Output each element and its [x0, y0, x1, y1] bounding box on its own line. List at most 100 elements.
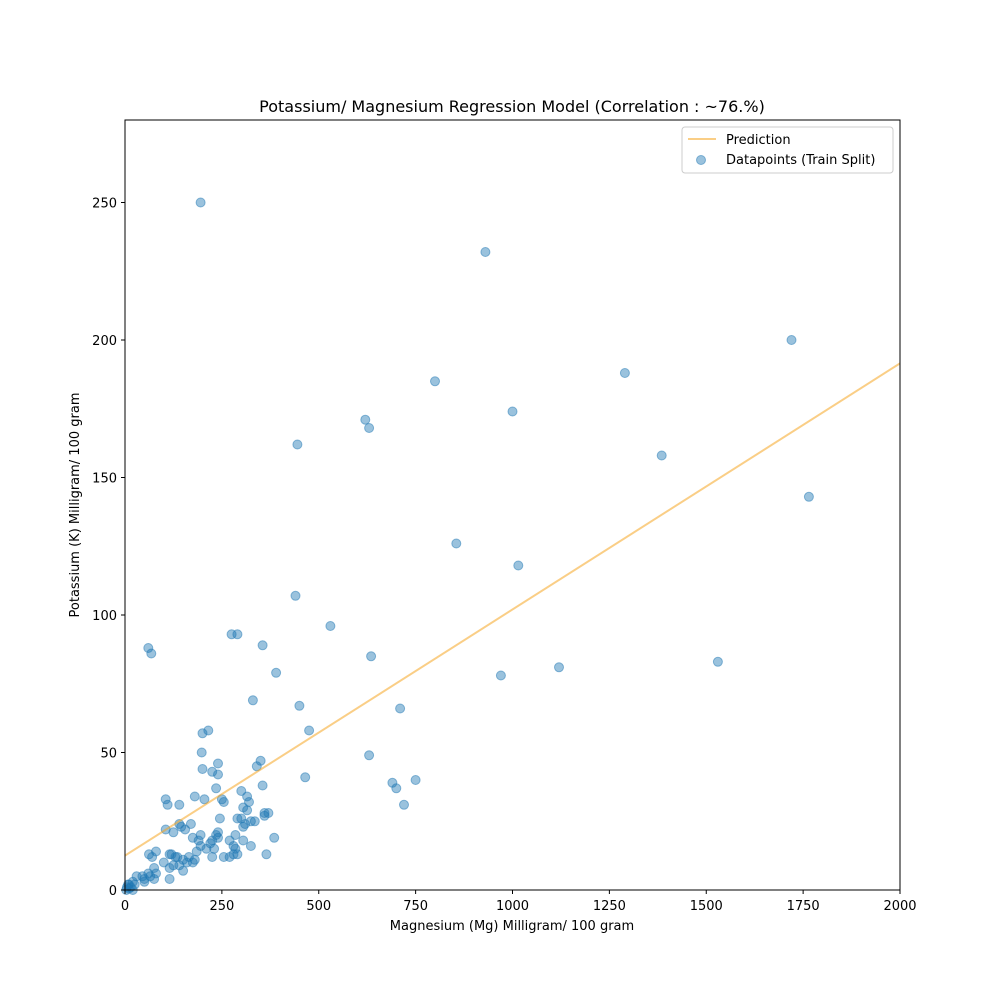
data-point: [360, 414, 371, 425]
data-point: [207, 852, 218, 862]
data-point: [183, 852, 194, 862]
x-tick-label: 1750: [787, 899, 820, 914]
data-point: [196, 747, 207, 758]
data-point: [164, 874, 175, 884]
data-point: [271, 667, 282, 678]
data-point: [480, 247, 491, 257]
data-point: [430, 376, 440, 387]
data-point: [162, 799, 173, 810]
legend-box: [681, 126, 894, 174]
data-point: [507, 406, 518, 417]
data-point: [245, 841, 256, 851]
y-tick-label: 150: [92, 472, 117, 487]
data-point: [619, 368, 630, 378]
data-point: [166, 849, 177, 860]
data-point: [168, 827, 179, 838]
data-point: [232, 813, 243, 824]
data-point: [245, 816, 256, 827]
data-point: [189, 854, 200, 865]
data-point: [786, 335, 797, 345]
prediction-layer: [124, 362, 901, 857]
data-point: [228, 849, 239, 860]
data-point: [174, 799, 185, 810]
data-point: [224, 835, 235, 846]
data-point: [290, 590, 301, 601]
y-tick-label: 200: [92, 334, 117, 349]
data-point: [261, 849, 272, 860]
data-point: [656, 450, 667, 461]
data-point: [325, 621, 336, 631]
data-point: [164, 863, 175, 873]
x-tick-label: 250: [209, 899, 234, 914]
data-point: [123, 879, 134, 890]
data-point: [712, 656, 723, 667]
data-point: [364, 423, 375, 433]
data-point: [232, 849, 243, 860]
data-point: [213, 769, 223, 780]
data-point: [399, 799, 409, 810]
data-point: [259, 810, 270, 821]
data-point: [178, 865, 189, 876]
data-point: [193, 835, 204, 846]
data-point: [139, 874, 150, 884]
data-point: [269, 832, 280, 843]
data-point: [364, 750, 375, 761]
legend-points-swatch: [696, 155, 706, 165]
data-point: [144, 849, 154, 860]
legend-prediction-label: Prediction: [726, 133, 791, 148]
x-tick-label: 1000: [496, 899, 529, 914]
data-point: [238, 835, 249, 846]
y-tick-label: 100: [92, 609, 117, 624]
data-point: [495, 670, 506, 681]
data-point: [187, 832, 198, 843]
data-point: [213, 832, 223, 843]
data-point: [255, 755, 266, 766]
y-axis: 0 50 100 150 200 250: [92, 197, 125, 899]
data-point: [214, 813, 225, 824]
data-point: [201, 843, 212, 854]
data-point: [203, 725, 214, 736]
x-tick-label: 500: [306, 899, 331, 914]
x-axis: 0 250 500 750 1000 1250 1500 1750 2000: [121, 890, 917, 914]
data-point: [149, 874, 160, 884]
data-point: [395, 703, 406, 714]
data-point: [146, 648, 157, 659]
data-point: [242, 791, 253, 802]
data-point: [226, 629, 237, 640]
prediction-line: [124, 362, 901, 857]
data-point: [213, 758, 223, 769]
data-point: [189, 791, 200, 802]
data-point: [195, 841, 206, 851]
x-tick-label: 0: [121, 899, 129, 914]
plot-frame: [124, 119, 901, 891]
data-point: [247, 695, 258, 706]
data-point: [259, 808, 270, 818]
data-point: [207, 766, 218, 777]
y-tick-label: 250: [92, 197, 117, 212]
data-point: [147, 852, 158, 862]
data-point: [195, 197, 206, 208]
data-point: [513, 560, 524, 571]
data-point: [143, 643, 154, 653]
y-tick-label: 50: [100, 747, 117, 762]
data-point: [160, 794, 171, 805]
data-point: [391, 783, 402, 794]
legend-points-label: Datapoints (Train Split): [726, 153, 875, 168]
data-point: [191, 846, 202, 857]
data-point: [197, 764, 208, 774]
data-point: [209, 843, 220, 854]
data-point: [174, 860, 185, 871]
data-point: [300, 772, 311, 783]
data-point: [230, 843, 241, 854]
data-point: [304, 725, 315, 736]
data-point: [207, 835, 218, 846]
data-point: [554, 662, 564, 673]
data-point: [366, 651, 377, 662]
x-tick-label: 750: [403, 899, 428, 914]
data-point: [139, 876, 150, 887]
points-layer: [121, 197, 814, 895]
data-point: [211, 783, 222, 794]
x-axis-label: Magnesium (Mg) Milligram/ 100 gram: [390, 919, 634, 934]
data-point: [238, 821, 249, 832]
data-point: [292, 439, 303, 450]
